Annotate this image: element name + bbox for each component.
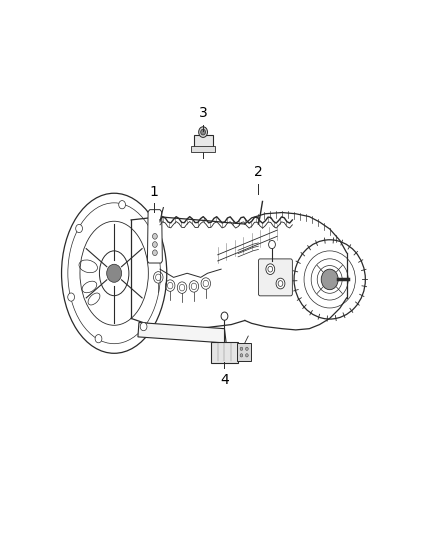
Text: 4: 4 <box>220 374 229 387</box>
Circle shape <box>152 250 157 256</box>
Circle shape <box>240 347 243 350</box>
FancyBboxPatch shape <box>194 134 212 148</box>
Text: 2: 2 <box>254 165 263 179</box>
Circle shape <box>221 312 228 320</box>
Circle shape <box>266 264 275 274</box>
Circle shape <box>140 322 147 330</box>
FancyBboxPatch shape <box>191 146 215 152</box>
Circle shape <box>246 347 248 350</box>
Circle shape <box>201 129 205 135</box>
FancyBboxPatch shape <box>211 342 238 362</box>
Circle shape <box>199 127 208 138</box>
Circle shape <box>246 354 248 357</box>
Text: 3: 3 <box>199 106 208 120</box>
Circle shape <box>154 245 161 254</box>
Circle shape <box>152 233 157 239</box>
Circle shape <box>240 354 243 357</box>
Circle shape <box>321 269 338 290</box>
Polygon shape <box>138 322 226 343</box>
Circle shape <box>68 293 74 301</box>
FancyBboxPatch shape <box>237 343 251 361</box>
Circle shape <box>152 241 157 247</box>
Text: 1: 1 <box>150 184 159 199</box>
Circle shape <box>76 224 82 232</box>
Circle shape <box>95 335 102 343</box>
Circle shape <box>268 240 276 248</box>
FancyBboxPatch shape <box>258 259 293 296</box>
Circle shape <box>276 278 285 289</box>
Circle shape <box>119 200 126 209</box>
Circle shape <box>107 264 122 282</box>
Polygon shape <box>148 209 162 263</box>
